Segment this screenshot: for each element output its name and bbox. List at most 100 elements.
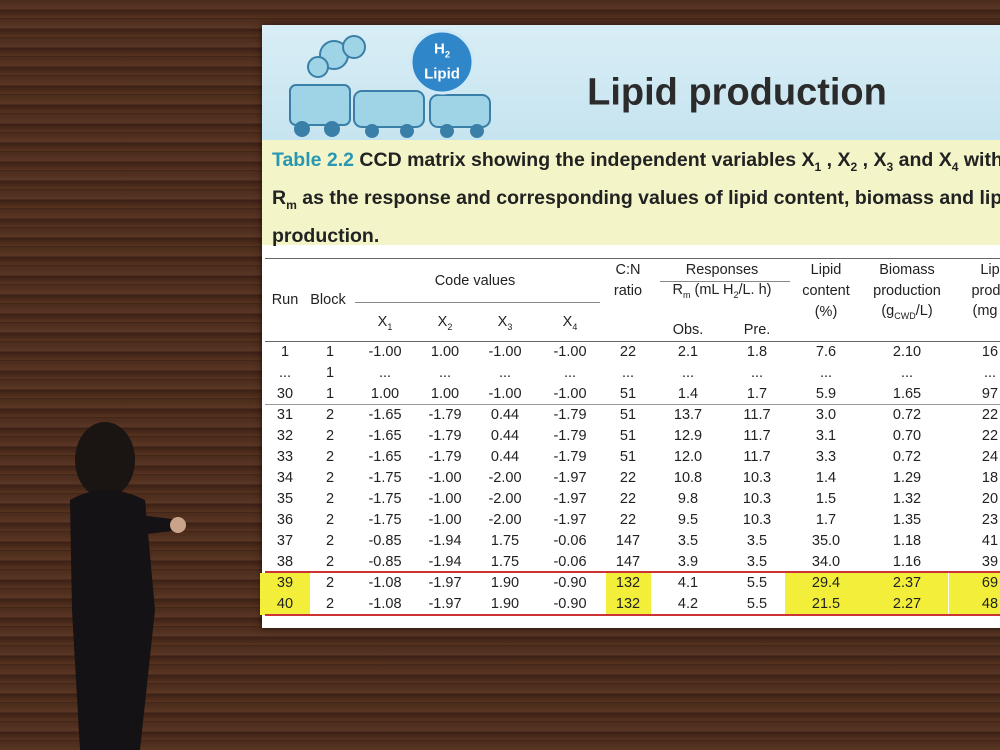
table-cell: -0.06	[553, 554, 587, 570]
text-part: R	[672, 282, 683, 299]
table-cell: 39	[276, 575, 294, 591]
table-cell: 1.7	[746, 386, 768, 402]
table-cell: 3.5	[746, 554, 768, 570]
header-cell: X4	[563, 314, 578, 332]
header-cell: produ	[971, 283, 1000, 299]
subscript: m	[682, 289, 691, 300]
table-cell: -1.94	[428, 554, 462, 570]
table-cell: ...	[681, 365, 695, 381]
table-cell: -1.00	[553, 344, 587, 360]
table-cell: -1.79	[428, 428, 462, 444]
table-cell: 2	[325, 491, 335, 507]
text-part: , X	[821, 149, 851, 171]
table-cell: 22	[981, 428, 999, 444]
subscript: 3	[886, 159, 894, 174]
table-cell: -1.97	[553, 512, 587, 528]
table-cell: 4.1	[677, 575, 699, 591]
header-cell: Lip	[980, 262, 1000, 278]
table-cell: 2.1	[677, 344, 699, 360]
train-logo	[289, 29, 491, 138]
header-cell: Block	[310, 292, 346, 308]
table-cell: -1.00	[428, 512, 462, 528]
table-cell: 0.70	[892, 428, 922, 444]
highlight	[260, 573, 310, 594]
header-cell: C:N	[615, 262, 641, 278]
table-cell: -1.79	[553, 449, 587, 465]
badge-word: Lipid	[424, 65, 460, 83]
rule	[265, 614, 1000, 616]
table-cell: 0.44	[490, 428, 520, 444]
table-cell: 3.9	[677, 554, 699, 570]
table-cell: ...	[438, 365, 452, 381]
table-cell: 22	[619, 344, 637, 360]
table-cell: 34	[276, 470, 294, 486]
text-part: CCD matrix showing the independent varia…	[354, 149, 815, 171]
table-cell: 12.0	[673, 449, 703, 465]
table-cell: 1	[280, 344, 290, 360]
text-part: (mg	[972, 303, 1000, 320]
caption-background	[262, 140, 1000, 245]
text-part: X	[497, 314, 508, 331]
subscript: m	[286, 197, 297, 212]
table-cell: -1.97	[428, 575, 462, 591]
table-cell: -1.00	[368, 344, 402, 360]
table-cell: 51	[619, 428, 637, 444]
caption-text: CCD matrix showing the independent varia…	[272, 149, 1000, 247]
subscript: 4	[951, 159, 959, 174]
table-cell: 2	[325, 428, 335, 444]
table-cell: -1.08	[368, 596, 402, 612]
table-cell: 0.72	[892, 407, 922, 423]
table-cell: ...	[819, 365, 833, 381]
rule	[355, 302, 600, 303]
table-cell: 3.3	[815, 449, 837, 465]
table-cell: 1.7	[815, 512, 837, 528]
table-cell: 2.10	[892, 344, 922, 360]
table-cell: 9.5	[677, 512, 699, 528]
subscript: 3	[507, 321, 513, 332]
header-cell: Rm (mL H2/L. h)	[673, 282, 772, 300]
table-cell: 147	[615, 554, 641, 570]
badge-formula: H2	[434, 41, 450, 60]
table-cell: 1.65	[892, 386, 922, 402]
table-cell: ...	[750, 365, 764, 381]
table-cell: 0.72	[892, 449, 922, 465]
table-cell: ...	[278, 365, 292, 381]
table-cell: -2.00	[488, 512, 522, 528]
table-cell: 37	[276, 533, 294, 549]
table-cell: 20	[981, 491, 999, 507]
table-cell: 34.0	[811, 554, 841, 570]
table-cell: ...	[563, 365, 577, 381]
table-cell: 2	[325, 554, 335, 570]
presenter	[70, 422, 186, 750]
table-cell: 21.5	[811, 596, 841, 612]
table-cell: -1.79	[553, 428, 587, 444]
highlight	[605, 573, 651, 594]
table-cell: -0.90	[553, 575, 587, 591]
table-cell: 5.5	[746, 596, 768, 612]
table-cell: 1.8	[746, 344, 768, 360]
table-cell: 2	[325, 470, 335, 486]
table-cell: 1.18	[892, 533, 922, 549]
table-cell: 1.90	[490, 596, 520, 612]
table-cell: 3.5	[677, 533, 699, 549]
table-cell: 1.75	[490, 533, 520, 549]
table-caption: Table 2.2 CCD matrix showing the indepen…	[272, 145, 1000, 252]
slide-title: Lipid production	[587, 71, 887, 114]
text-part: /L)	[915, 303, 933, 320]
table-cell: ...	[378, 365, 392, 381]
subscript: 4	[572, 321, 578, 332]
table-cell: 10.3	[742, 512, 772, 528]
text-part: with R	[272, 149, 1000, 209]
header-cell: (mg B	[973, 303, 1000, 321]
table-cell: -1.97	[553, 470, 587, 486]
rule	[265, 404, 1000, 405]
highlight	[785, 594, 867, 615]
table-cell: ...	[498, 365, 512, 381]
highlight	[260, 594, 310, 615]
table-cell: -1.00	[428, 491, 462, 507]
table-cell: -1.97	[553, 491, 587, 507]
table-cell: 40	[276, 596, 294, 612]
header-cell: X1	[378, 314, 393, 332]
rule	[265, 258, 1000, 259]
